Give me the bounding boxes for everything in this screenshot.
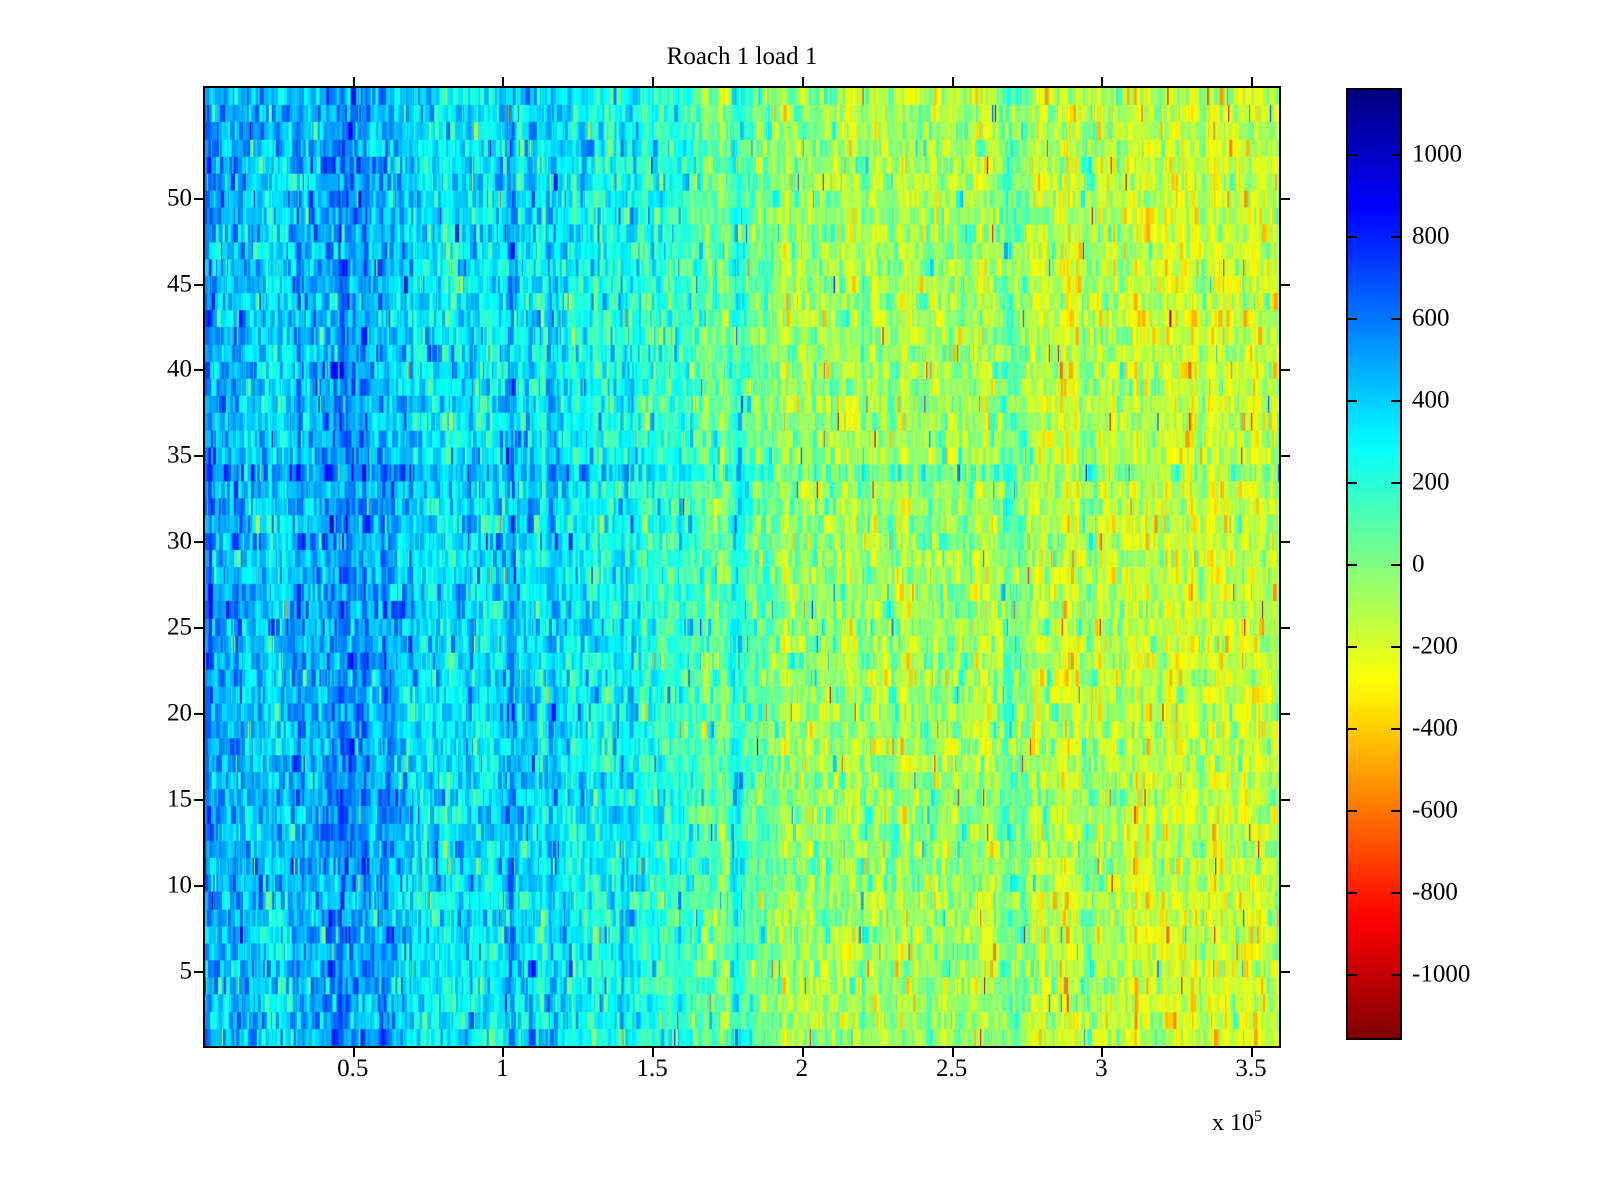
colorbar-tick: [1391, 810, 1402, 813]
colorbar-tick-label: -1000: [1412, 960, 1471, 988]
x-axis-exponent-mantissa: x 10: [1212, 1110, 1254, 1136]
colorbar-tick: [1391, 646, 1402, 649]
x-axis-tick: [652, 1048, 655, 1057]
colorbar-tick: [1346, 317, 1357, 320]
colorbar-tick: [1391, 317, 1402, 320]
colorbar-tick: [1346, 481, 1357, 484]
y-axis-tick: [194, 369, 203, 372]
colorbar-tick-label: 600: [1412, 304, 1450, 332]
y-axis-tick-label: 10: [167, 871, 192, 899]
y-axis-tick: [1281, 283, 1290, 286]
colorbar-ticks: [1346, 88, 1402, 1040]
y-axis-tick: [194, 541, 203, 544]
x-axis-tick-label: 0.5: [337, 1055, 369, 1082]
y-axis-tick: [194, 455, 203, 458]
x-axis-tick-label: 3: [1095, 1055, 1108, 1082]
x-axis-tick: [352, 1048, 355, 1057]
y-axis-tick-label: 15: [167, 785, 192, 813]
x-axis-tick-label: 2.5: [935, 1055, 968, 1082]
colorbar-tick-label: 200: [1412, 468, 1450, 496]
colorbar-tick-label: -400: [1412, 714, 1458, 742]
colorbar-tick: [1346, 892, 1357, 895]
x-axis-tick: [801, 1048, 804, 1057]
y-axis-tick: [194, 798, 203, 801]
colorbar-tick: [1346, 235, 1357, 238]
x-axis-exponent-power: 5: [1254, 1108, 1262, 1125]
y-axis-tick-label: 30: [167, 527, 192, 555]
colorbar-tick: [1346, 646, 1357, 649]
x-axis-tick: [1251, 1048, 1254, 1057]
colorbar-tick-label: 1000: [1412, 140, 1462, 168]
colorbar-tick-label: 800: [1412, 222, 1450, 250]
y-axis-tick: [1281, 970, 1290, 973]
x-axis-tick: [652, 77, 655, 86]
x-axis-tick: [1101, 1048, 1104, 1057]
colorbar-tick: [1391, 481, 1402, 484]
colorbar-tick: [1391, 235, 1402, 238]
y-axis-tick: [1281, 455, 1290, 458]
y-axis-tick: [1281, 197, 1290, 200]
colorbar-tick-label: -600: [1412, 796, 1458, 824]
x-axis-exponent-label: x 105: [1212, 1104, 1262, 1136]
colorbar-tick: [1346, 564, 1357, 566]
colorbar-tick: [1391, 399, 1402, 402]
x-axis-tick: [1101, 77, 1104, 86]
heatmap-image: [205, 88, 1279, 1046]
colorbar-tick: [1346, 810, 1357, 813]
y-axis-tick: [194, 713, 203, 716]
y-axis-tick: [1281, 884, 1290, 887]
x-axis-tick-label: 2: [795, 1055, 809, 1082]
colorbar-tick: [1391, 892, 1402, 895]
colorbar-tick: [1346, 728, 1357, 731]
x-axis-tick-label: 1: [496, 1055, 509, 1082]
colorbar-tick: [1391, 974, 1402, 977]
colorbar-tick-label: 0: [1412, 550, 1425, 578]
x-axis-tick: [502, 1048, 505, 1057]
x-axis-tick-label: 3.5: [1235, 1055, 1267, 1082]
y-axis-tick-label: 20: [167, 699, 192, 727]
y-axis-tick-label: 5: [179, 957, 193, 985]
colorbar-tick: [1391, 728, 1402, 731]
colorbar-tick: [1346, 399, 1357, 402]
y-axis-tick: [1281, 369, 1290, 372]
x-axis-tick: [502, 77, 505, 86]
y-axis-tick: [194, 283, 203, 286]
x-axis-tick-label: 1.5: [636, 1055, 668, 1082]
colorbar-tick: [1346, 153, 1357, 156]
y-axis-tick-label: 35: [167, 441, 192, 469]
y-axis-tick: [194, 197, 203, 200]
colorbar-tick: [1391, 564, 1402, 566]
x-axis-tick: [352, 77, 355, 86]
y-axis-tick: [1281, 541, 1290, 544]
colorbar-tick: [1391, 153, 1402, 156]
y-axis-tick: [194, 627, 203, 630]
y-axis-tick: [1281, 713, 1290, 716]
y-axis-tick-label: 25: [167, 613, 192, 641]
y-axis-tick-label: 40: [167, 355, 192, 383]
heatmap-axes[interactable]: [203, 86, 1281, 1048]
y-axis-tick-label: 45: [167, 270, 192, 298]
colorbar-tick-label: -800: [1412, 878, 1458, 906]
colorbar-tick-label: -200: [1412, 632, 1458, 660]
y-axis-tick: [194, 884, 203, 887]
y-axis-tick: [1281, 627, 1290, 630]
axis-ticks: [194, 77, 1290, 1057]
x-axis-tick: [801, 77, 804, 86]
x-axis-tick: [1251, 77, 1254, 86]
x-axis-tick: [951, 77, 954, 86]
y-axis-tick: [194, 970, 203, 973]
page-title: Roach 1 load 1: [666, 43, 818, 70]
y-axis-tick: [1281, 798, 1290, 801]
colorbar-tick-label: 400: [1412, 386, 1450, 414]
colorbar-tick: [1346, 974, 1357, 977]
y-axis-tick-label: 50: [167, 184, 192, 212]
x-axis-tick: [951, 1048, 954, 1057]
